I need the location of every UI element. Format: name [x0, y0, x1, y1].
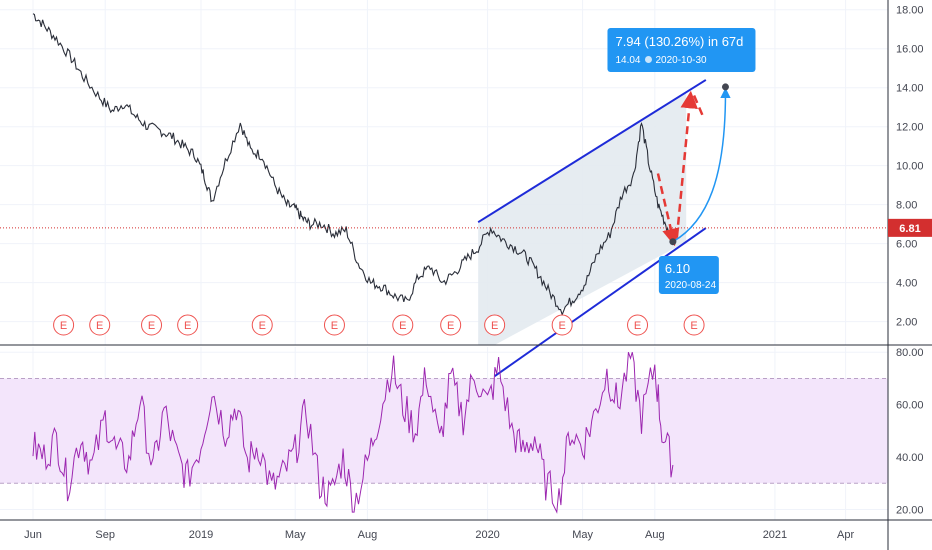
earnings-marker-circle — [53, 314, 75, 336]
earnings-marker-label: E — [148, 320, 155, 332]
x-tick: Aug — [645, 529, 665, 541]
x-tick: Apr — [837, 529, 854, 541]
earnings-marker-circle — [627, 314, 649, 336]
price-y-tick: 14.00 — [896, 83, 924, 95]
annotations: 7.94 (130.26%) in 67d 14.04 2020-10-30 6.10… — [607, 28, 756, 294]
osc-y-tick: 60.00 — [896, 400, 924, 412]
point-callout-value: 6.10 — [665, 261, 690, 276]
measure-callout — [607, 28, 756, 72]
x-tick: May — [285, 529, 306, 541]
measure-callout-title: 7.94 (130.26%) in 67d — [615, 34, 743, 49]
price-y-tick: 6.00 — [896, 239, 917, 251]
earnings-marker: E — [141, 314, 163, 336]
earnings-marker: E — [177, 314, 199, 336]
earnings-marker-circle — [683, 314, 705, 336]
price-y-tick: 12.00 — [896, 122, 924, 134]
price-y-tick: 18.00 — [896, 5, 924, 17]
earnings-marker: E — [89, 314, 111, 336]
earnings-marker: E — [627, 314, 649, 336]
earnings-marker-circle — [141, 314, 163, 336]
x-tick: 2021 — [763, 529, 787, 541]
earnings-marker-circle — [251, 314, 273, 336]
price-y-tick: 8.00 — [896, 200, 917, 212]
earnings-marker: E — [323, 314, 345, 336]
channel-upper-line — [477, 79, 707, 224]
earnings-marker-label: E — [331, 320, 338, 332]
x-tick: Aug — [358, 529, 378, 541]
price-y-tick: 4.00 — [896, 278, 917, 290]
x-tick: Sep — [95, 529, 115, 541]
earnings-marker-label: E — [60, 320, 67, 332]
current-price-tag — [888, 218, 932, 237]
earnings-marker: E — [484, 314, 506, 336]
earnings-marker-circle — [89, 314, 111, 336]
earnings-marker: E — [440, 314, 462, 336]
earnings-marker-label: E — [259, 320, 266, 332]
measure-callout-price: 14.04 — [615, 55, 640, 66]
projection-down-arrow — [656, 173, 680, 247]
oscillator-series — [32, 352, 674, 514]
measure-end-point — [721, 83, 729, 91]
clock-icon — [644, 56, 652, 63]
current-price-value: 6.81 — [899, 223, 920, 235]
earnings-marker-circle — [551, 314, 573, 336]
earnings-marker-label: E — [634, 320, 641, 332]
earnings-marker-label: E — [447, 320, 454, 332]
earnings-marker: E — [683, 314, 705, 336]
earnings-marker-label: E — [491, 320, 498, 332]
measure-callout-date: 2020-10-30 — [655, 55, 707, 66]
price-y-tick: 2.00 — [896, 317, 917, 329]
price-series — [0, 13, 888, 317]
channel-lower-line — [494, 227, 707, 378]
earnings-marker-label: E — [690, 320, 697, 332]
point-callout — [658, 256, 719, 294]
point-callout-date: 2020-08-24 — [665, 280, 717, 291]
earnings-marker-circle — [177, 314, 199, 336]
osc-y-tick: 20.00 — [896, 505, 924, 517]
projection-up-arrow — [675, 90, 698, 238]
earnings-marker-circle — [440, 314, 462, 336]
price-line — [32, 13, 674, 317]
x-tick: May — [572, 529, 593, 541]
measure-curve — [672, 87, 731, 243]
x-tick: 2019 — [189, 529, 213, 541]
x-tick: 2020 — [475, 529, 499, 541]
x-tick: Jun — [24, 529, 42, 541]
trend-channel — [477, 79, 707, 378]
earnings-marker: E — [392, 314, 414, 336]
projection-tail-arrow — [692, 95, 706, 120]
price-y-tick: 16.00 — [896, 44, 924, 56]
earnings-marker-label: E — [96, 320, 103, 332]
earnings-marker: E — [551, 314, 573, 336]
osc-y-tick: 80.00 — [896, 347, 924, 359]
oscillator-line — [32, 352, 674, 514]
measure-start-point — [669, 238, 677, 246]
earnings-marker-circle — [323, 314, 345, 336]
osc-y-tick: 40.00 — [896, 452, 924, 464]
earnings-marker-label: E — [399, 320, 406, 332]
channel-fill — [478, 92, 687, 345]
projection-arrows — [656, 83, 731, 247]
earnings-marker-label: E — [184, 320, 191, 332]
earnings-marker: E — [53, 314, 75, 336]
earnings-marker-circle — [484, 314, 506, 336]
price-y-tick: 10.00 — [896, 161, 924, 173]
earnings-marker-label: E — [558, 320, 565, 332]
earnings-marker-circle — [392, 314, 414, 336]
earnings-marker: E — [251, 314, 273, 336]
